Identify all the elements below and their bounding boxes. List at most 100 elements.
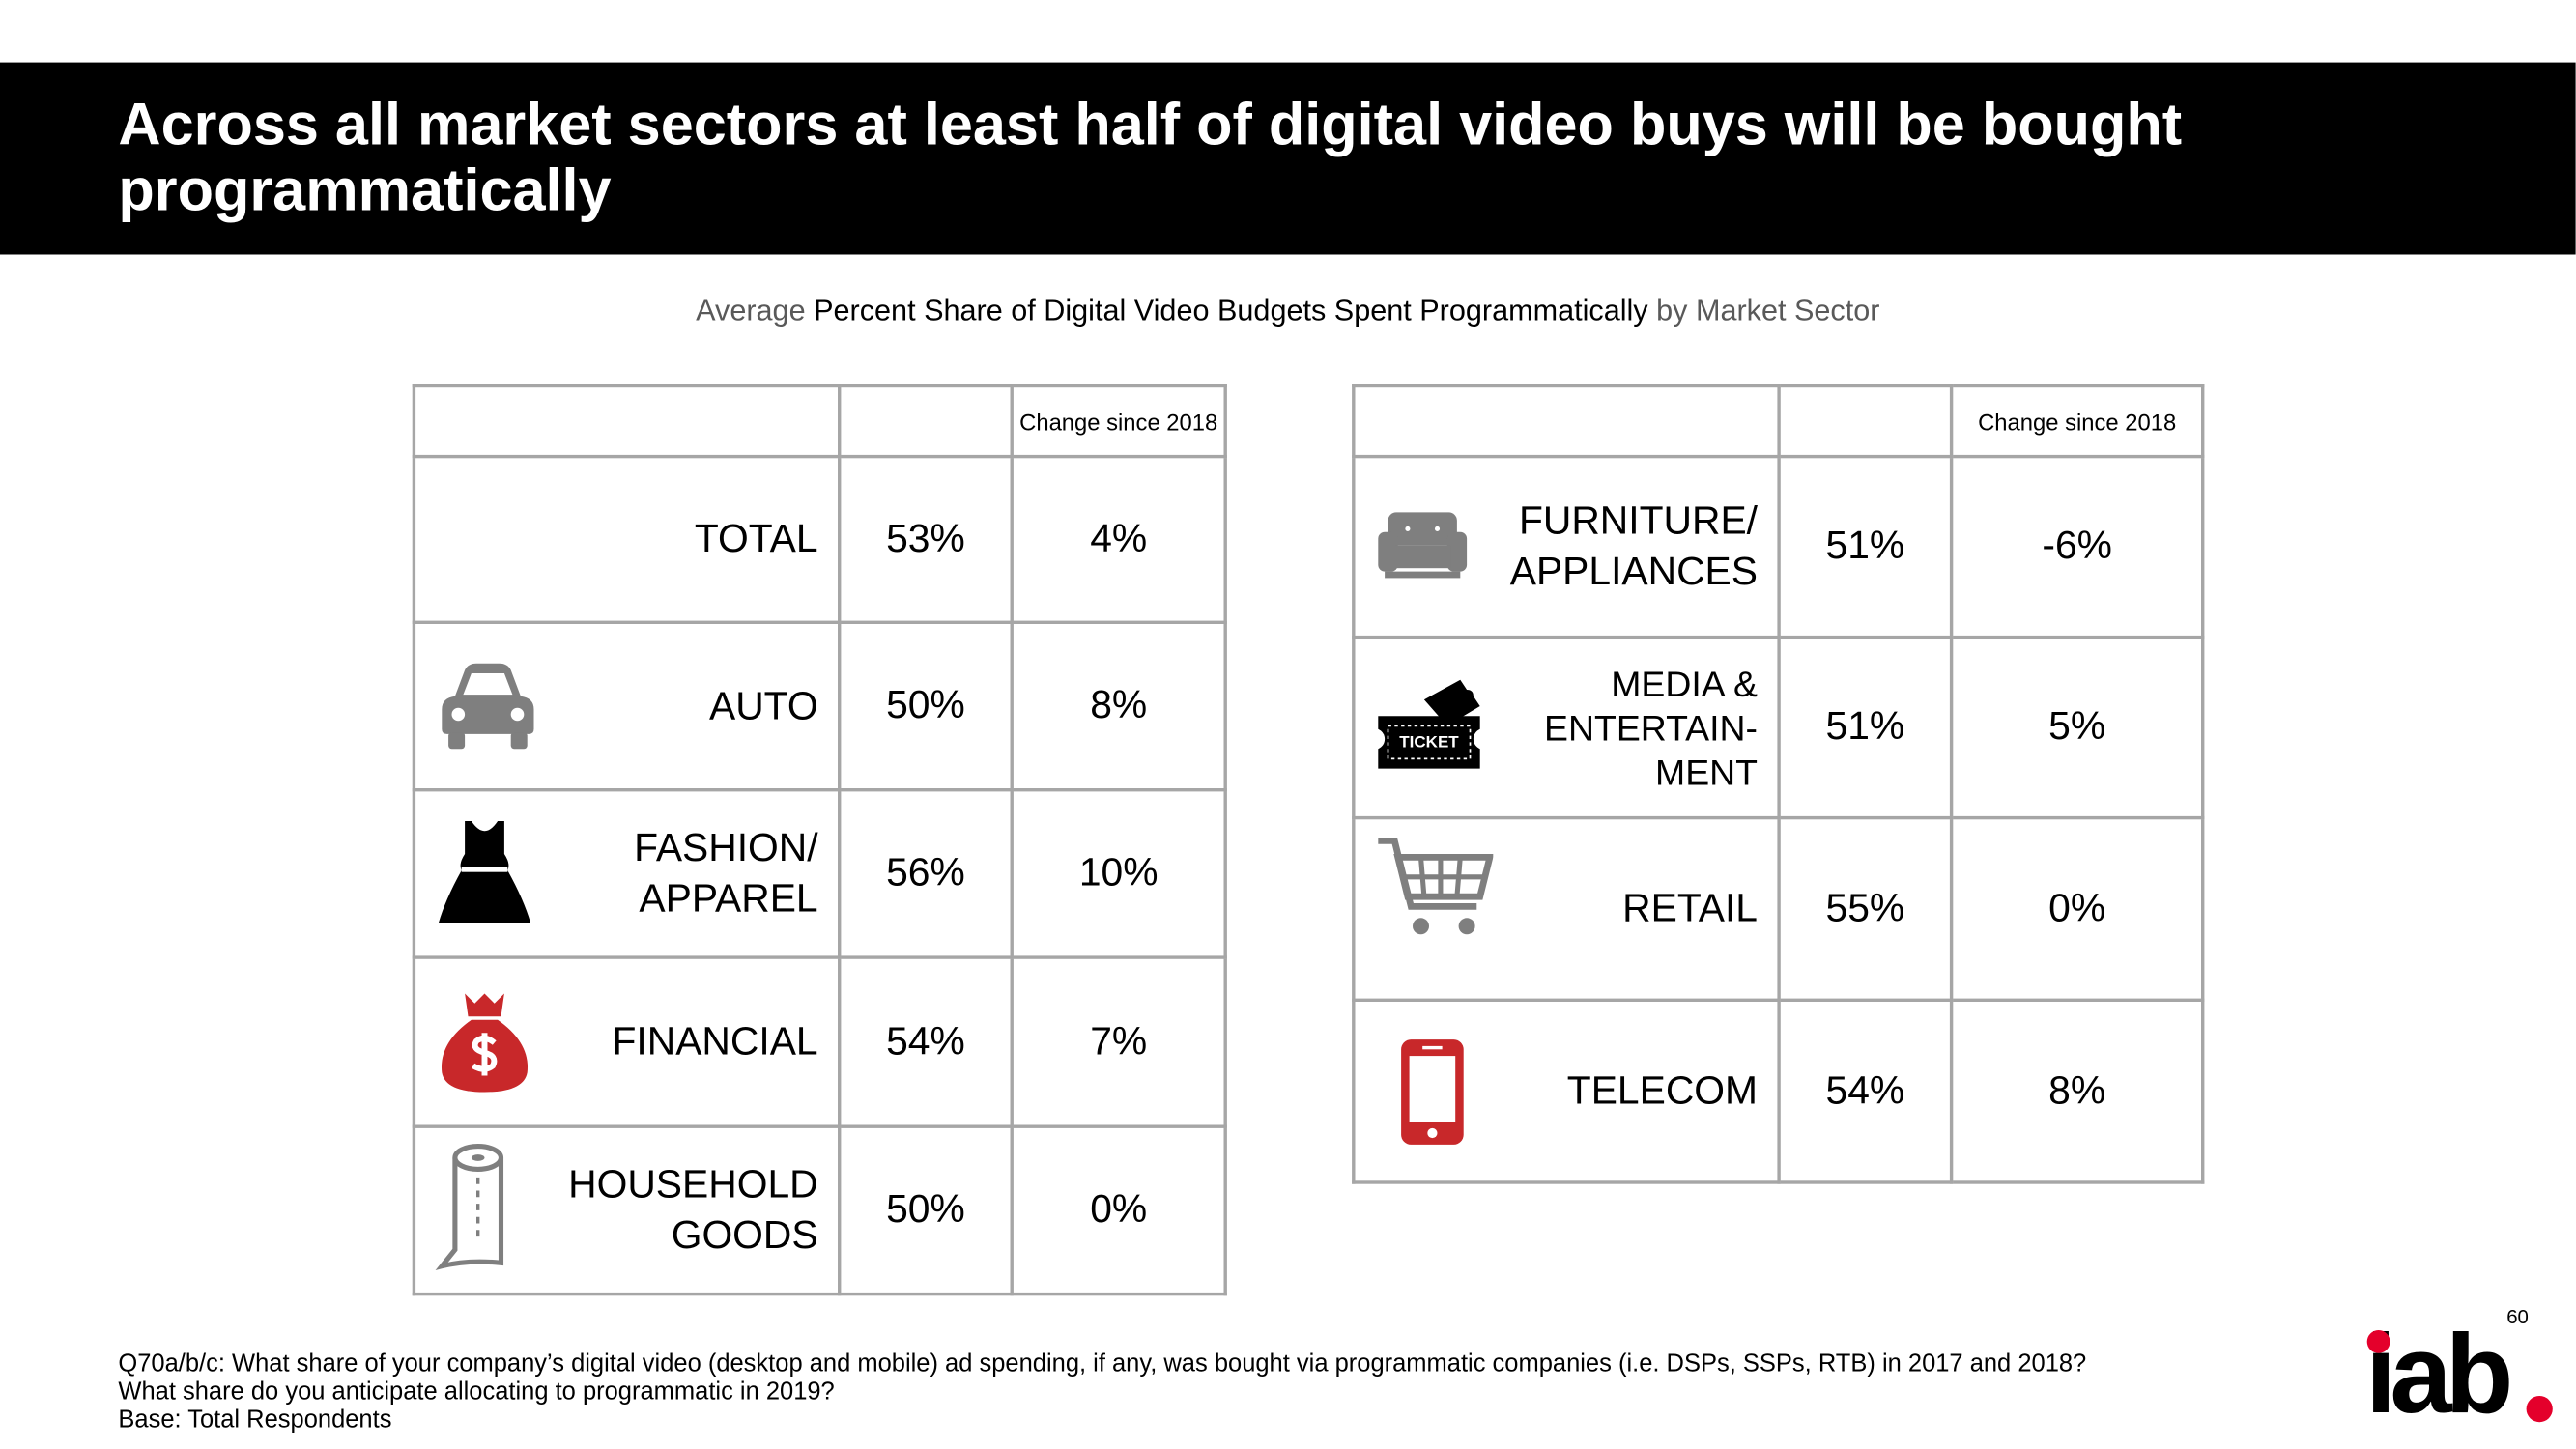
sector-label: TELECOM [1566, 1068, 1758, 1114]
table-row: AUTO 50% 8% [412, 620, 1227, 792]
share-cell: 54% [838, 955, 1014, 1128]
icon [1427, 1127, 1438, 1138]
icon [1434, 526, 1441, 531]
sector-label: AUTO [709, 684, 818, 728]
sector-cell: AUTO [412, 620, 842, 792]
icon [438, 821, 531, 923]
subtitle-emphasis: Percent Share of Digital Video Budgets S… [814, 294, 1648, 327]
share-cell: 55% [1777, 815, 1954, 1003]
table-row: FASHION/APPAREL 56% 10% [412, 788, 1227, 959]
change-cell: 5% [1949, 635, 2205, 820]
table-row: HOUSEHOLD GOODS 50% 0% [412, 1124, 1227, 1296]
sector-cell: RETAIL [1352, 815, 1781, 1003]
header-row: Change since 2018 [1352, 384, 2205, 459]
logo: iab [2365, 1312, 2513, 1437]
icon [461, 867, 508, 872]
header-row: Change since 2018 [412, 384, 1227, 459]
sector-label: TOTAL [694, 517, 818, 562]
change-cell: 0% [1949, 815, 2205, 1003]
sector-cell: FINANCIAL [412, 955, 842, 1128]
icon [1413, 918, 1429, 935]
icon [452, 1144, 504, 1172]
sector-label: MEDIA & [1611, 662, 1758, 704]
subtitle-prefix: Average [696, 294, 806, 327]
icon [1423, 679, 1480, 726]
icon [448, 732, 466, 750]
icon [1422, 1045, 1443, 1049]
sector-cell: HOUSEHOLD GOODS [412, 1124, 842, 1296]
sector-cell: TOTAL [412, 454, 842, 624]
sector-cell: FASHION/APPAREL [412, 788, 842, 959]
header-cell [1352, 384, 1781, 459]
title: Across all market sectors at least half … [118, 90, 2183, 224]
footnote-line: What share do you anticipate allocating … [118, 1378, 835, 1406]
icon: TICKET [1378, 679, 1480, 769]
title-banner [0, 62, 2576, 255]
icon [1409, 1055, 1456, 1122]
icon [510, 732, 528, 750]
header-cell [412, 384, 842, 459]
table-row: TICKET MEDIA & ENTERTAIN- MENT 51% 5% [1352, 635, 2205, 820]
icon [1458, 918, 1475, 935]
header-cell [838, 384, 1014, 459]
sector-label: GOODS [671, 1213, 818, 1259]
change-cell: 4% [1010, 454, 1227, 624]
change-cell: 8% [1010, 620, 1227, 792]
sector-label: APPAREL [639, 876, 818, 922]
icon [1378, 531, 1398, 572]
share-cell: 50% [838, 1124, 1014, 1296]
sector-cell: FURNITURE/APPLIANCES [1352, 454, 1781, 639]
icon [442, 663, 534, 750]
share-cell: 54% [1777, 998, 1954, 1184]
table-row: FINANCIAL 54% 7% [412, 955, 1227, 1128]
share-cell: 56% [838, 788, 1014, 959]
header-cell: Change since 2018 [1949, 384, 2205, 459]
change-cell: 8% [1949, 998, 2205, 1184]
icon [1388, 512, 1457, 546]
footnote: Q70a/b/c: What share of your company’s d… [118, 1350, 2086, 1434]
header-cell: Change since 2018 [1010, 384, 1227, 459]
sector-label: MENT [1655, 751, 1758, 793]
icon [1394, 545, 1451, 569]
page-number: 60 [2506, 1305, 2529, 1329]
share-cell: 51% [1777, 635, 1954, 820]
table-row: TOTAL 53% 4% [412, 454, 1227, 624]
sector-label: RETAIL [1622, 887, 1758, 931]
sector-label: ENTERTAIN- [1544, 706, 1758, 749]
table-row: TELECOM 54% 8% [1352, 998, 2205, 1184]
sector-label: HOUSEHOLD [568, 1162, 818, 1208]
data-table: Change since 2018 FURNITURE/APPLIANCES 51%… [1352, 384, 2205, 1184]
icon [472, 1032, 498, 1075]
icon [1402, 857, 1485, 898]
sector-label: APPLIANCES [1509, 550, 1758, 595]
icon [435, 1157, 504, 1271]
logo-dot [2526, 1396, 2553, 1423]
table-row: RETAIL 55% 0% [1352, 815, 2205, 1003]
change-cell: 0% [1010, 1124, 1227, 1296]
icon [1387, 724, 1472, 760]
icon [510, 707, 525, 722]
icon [1401, 1038, 1464, 1145]
footnote-line: Q70a/b/c: What share of your company’s d… [118, 1350, 2087, 1378]
icon [451, 707, 466, 722]
icon [1446, 531, 1468, 572]
icon [1378, 838, 1494, 935]
sector-label: FINANCIAL [612, 1019, 818, 1065]
sector-label: FASHION/ [634, 826, 818, 870]
icon [1378, 512, 1468, 579]
change-cell: 10% [1010, 788, 1227, 959]
icon [471, 1154, 485, 1161]
sector-label: FURNITURE/ [1518, 498, 1758, 544]
icon [435, 1144, 504, 1271]
ticket-text: TICKET [1399, 733, 1459, 752]
header-cell [1777, 384, 1954, 459]
icon [1405, 526, 1411, 531]
icon [1385, 571, 1461, 579]
sector-cell: TELECOM [1352, 998, 1781, 1184]
icon [1378, 716, 1480, 769]
share-cell: 51% [1777, 454, 1954, 639]
share-cell: 53% [838, 454, 1014, 624]
sector-cell: TICKET MEDIA & ENTERTAIN- MENT [1352, 635, 1781, 820]
